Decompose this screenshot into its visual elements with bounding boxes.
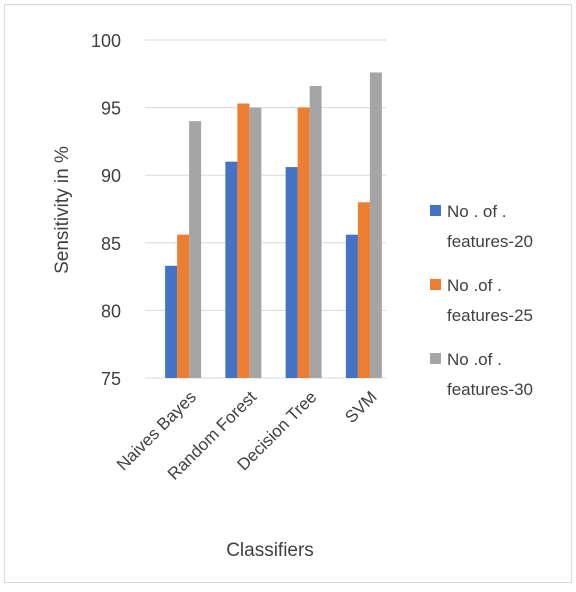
legend-swatch [430,279,441,290]
bar [297,107,310,378]
legend-label: features-25 [447,306,533,325]
bar [285,167,298,378]
bar [165,265,178,378]
y-axis-label: Sensitivity in % [52,146,73,274]
bar [249,107,262,378]
bar [189,121,202,379]
y-tick-label: 75 [101,369,121,389]
y-tick-label: 100 [91,31,121,51]
y-tick-label: 95 [101,99,121,119]
legend-label: No . of . [447,202,507,221]
y-tick-label: 85 [101,234,121,254]
legend-swatch [430,353,441,364]
bar [357,202,370,378]
legend: No . of . features-20 No .of . features-25 N… [430,202,533,399]
bars [165,72,382,379]
legend-label: features-20 [447,232,533,251]
bar [309,85,322,378]
y-tick-label: 90 [101,166,121,186]
bar [225,161,238,378]
legend-label: No .of . [447,276,502,295]
bar [369,72,382,378]
legend-swatch [430,205,441,216]
bar [345,234,358,378]
y-tick-label: 80 [101,301,121,321]
y-axis-ticks: 75 80 85 90 95 100 [91,31,121,389]
x-axis-label: Classifiers [226,540,314,561]
bar [177,234,190,378]
legend-label: No .of . [447,350,502,369]
bar [237,103,250,378]
legend-label: features-30 [447,380,533,399]
